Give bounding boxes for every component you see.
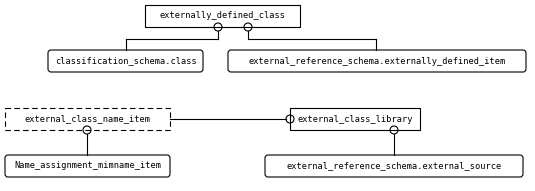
- FancyBboxPatch shape: [5, 155, 170, 177]
- FancyBboxPatch shape: [265, 155, 523, 177]
- Bar: [145, 5, 300, 27]
- Text: external_class_library: external_class_library: [297, 114, 412, 124]
- Bar: [290, 108, 420, 130]
- Text: external_class_name_item: external_class_name_item: [25, 114, 150, 124]
- Text: Name_assignment_mimname_item: Name_assignment_mimname_item: [14, 162, 161, 171]
- Bar: [5, 108, 170, 130]
- FancyBboxPatch shape: [48, 50, 203, 72]
- FancyBboxPatch shape: [228, 50, 526, 72]
- Text: external_reference_schema.external_source: external_reference_schema.external_sourc…: [286, 162, 502, 171]
- Text: external_reference_schema.externally_defined_item: external_reference_schema.externally_def…: [248, 57, 506, 66]
- Text: classification_schema.class: classification_schema.class: [55, 57, 196, 66]
- Text: externally_defined_class: externally_defined_class: [159, 11, 286, 20]
